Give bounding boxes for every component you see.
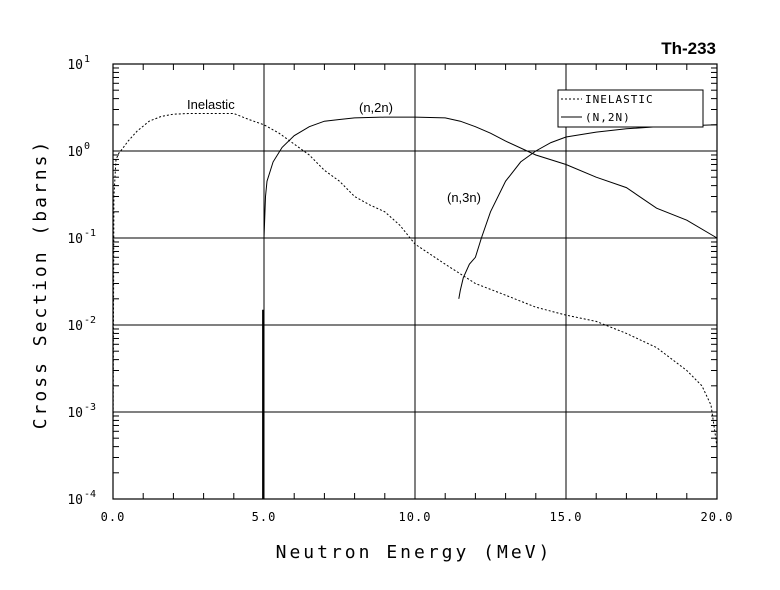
legend-label-inelastic: INELASTIC (585, 93, 654, 106)
x-tick-label: 15.0 (550, 510, 583, 524)
y-tick-label-base: 10 (67, 319, 83, 334)
x-tick-label: 10.0 (399, 510, 432, 524)
y-tick-label-exponent: 0 (84, 141, 90, 152)
series-line-inelastic (112, 113, 718, 458)
y-tick-label-base: 10 (67, 145, 83, 160)
x-tick-label: 5.0 (252, 510, 277, 524)
y-tick-label-exponent: -2 (84, 315, 96, 326)
x-tick-labels: 0.0 5.0 10.0 15.0 20.0 (101, 510, 734, 524)
x-tick-label: 0.0 (101, 510, 126, 524)
legend-box (557, 89, 704, 128)
x-axis-label: Neutron Energy (MeV) (276, 542, 553, 563)
series-line-n-2n (263, 116, 718, 239)
y-axis-label: Cross Section (barns) (30, 139, 51, 430)
chart-title: Th-233 (661, 39, 716, 58)
annotation-n3n: (n,3n) (447, 190, 481, 205)
annotation-n2n: (n,2n) (359, 100, 393, 115)
series-layer (112, 113, 718, 499)
y-tick-label-base: 10 (67, 232, 83, 247)
y-tick-label-base: 10 (67, 58, 83, 73)
annotation-inelastic: Inelastic (187, 97, 235, 112)
y-tick-label-exponent: -4 (84, 489, 96, 500)
y-tick-label-exponent: -1 (84, 228, 96, 239)
y-tick-label-exponent: -3 (84, 402, 96, 413)
plot-frame (112, 63, 718, 500)
y-tick-label-base: 10 (67, 493, 83, 508)
y-tick-label-base: 10 (67, 406, 83, 421)
y-tick-label-exponent: 1 (84, 54, 90, 65)
x-tick-label: 20.0 (701, 510, 734, 524)
legend-label-n2n: (N,2N) (585, 111, 631, 124)
series-line-n-3n (458, 124, 718, 299)
legend: INELASTIC (N,2N) (557, 89, 704, 128)
